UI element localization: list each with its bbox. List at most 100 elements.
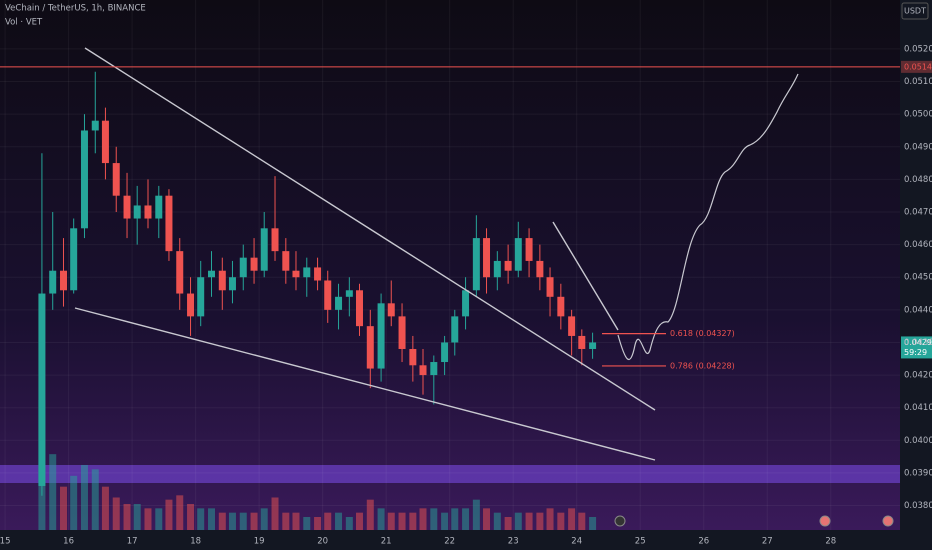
candle-body bbox=[514, 238, 522, 271]
x-tick-label: 18 bbox=[190, 537, 201, 547]
volume-bar bbox=[355, 512, 363, 530]
candle-body bbox=[430, 362, 438, 376]
volume-bar bbox=[377, 508, 385, 530]
price-axis-panel bbox=[900, 0, 932, 550]
volume-bar bbox=[366, 499, 374, 530]
volume-bar bbox=[292, 512, 300, 530]
candle-body bbox=[80, 130, 88, 229]
volume-bar bbox=[335, 512, 343, 530]
price-line-tag bbox=[901, 60, 932, 73]
volume-bar bbox=[49, 454, 57, 530]
candle-body bbox=[303, 267, 311, 278]
event-icon[interactable] bbox=[882, 515, 894, 527]
x-tick-label: 17 bbox=[127, 537, 138, 547]
volume-bar bbox=[239, 512, 247, 530]
support-zone bbox=[0, 465, 900, 483]
candle-body bbox=[101, 120, 109, 164]
x-tick-label: 28 bbox=[825, 537, 836, 547]
volume-bar bbox=[303, 517, 311, 530]
volume-bar bbox=[578, 512, 586, 530]
x-tick-label: 16 bbox=[63, 537, 74, 547]
currency-button[interactable] bbox=[901, 2, 929, 20]
volume-bar bbox=[536, 512, 544, 530]
x-tick-label: 27 bbox=[762, 537, 773, 547]
volume-bar bbox=[419, 508, 427, 530]
volume-bar bbox=[271, 497, 279, 530]
projection-path bbox=[617, 73, 799, 361]
last-price-tag bbox=[901, 336, 932, 359]
volume-bar bbox=[546, 508, 554, 530]
fib-label: 0.786 (0.04228) bbox=[670, 361, 735, 370]
annotations: 0.05145 0.0429759:29 0.618 (0.04327) 0.786 … bbox=[0, 60, 932, 370]
x-tick-label: 19 bbox=[254, 537, 265, 547]
volume-bar bbox=[472, 499, 480, 530]
candle-body bbox=[250, 257, 258, 271]
candle-body bbox=[133, 205, 141, 219]
candle-body bbox=[112, 163, 120, 196]
time-axis-panel bbox=[0, 530, 900, 550]
candle-body bbox=[208, 270, 216, 278]
candle-body bbox=[60, 270, 68, 291]
candle-body bbox=[546, 277, 554, 297]
candle-body bbox=[377, 303, 385, 369]
event-icon[interactable] bbox=[819, 515, 831, 527]
candle-body bbox=[218, 270, 226, 291]
volume-bar bbox=[324, 512, 332, 530]
candle-body bbox=[398, 316, 406, 349]
volume-bar bbox=[557, 512, 565, 530]
candle-body bbox=[483, 238, 491, 278]
volume-bar bbox=[112, 497, 120, 530]
currency[interactable]: USDT bbox=[904, 7, 926, 16]
volume-bar bbox=[60, 486, 68, 530]
candle-body bbox=[144, 205, 152, 219]
volume-bar bbox=[483, 508, 491, 530]
minor-trendline bbox=[552, 221, 619, 331]
candle-body bbox=[239, 257, 247, 278]
event-icon[interactable] bbox=[614, 515, 626, 527]
volume-bar bbox=[155, 508, 163, 530]
candle-body bbox=[525, 238, 533, 261]
volume-bar bbox=[493, 512, 501, 530]
volume-bar bbox=[441, 512, 449, 530]
volume-bar bbox=[525, 512, 533, 530]
candle-body bbox=[260, 228, 268, 271]
candle-body bbox=[49, 270, 57, 294]
candles bbox=[38, 71, 597, 496]
volume-label: Vol · VET bbox=[5, 18, 43, 28]
lower-trendline bbox=[74, 307, 656, 461]
x-tick-label: 20 bbox=[317, 537, 328, 547]
x-tick-label: 26 bbox=[698, 537, 709, 547]
x-tick-label: 21 bbox=[381, 537, 392, 547]
x-tick-label: 24 bbox=[571, 537, 582, 547]
x-tick-label: 25 bbox=[635, 537, 646, 547]
candle-body bbox=[38, 293, 46, 486]
volume-bar bbox=[250, 512, 258, 530]
candle-body bbox=[387, 303, 395, 317]
volume-bar bbox=[218, 512, 226, 530]
x-tick-label: 15 bbox=[0, 537, 10, 547]
volume-bar bbox=[123, 504, 131, 530]
candle-body bbox=[568, 316, 576, 336]
volume-bar bbox=[197, 508, 205, 530]
candle-body bbox=[165, 195, 173, 252]
candle-body bbox=[292, 270, 300, 278]
x-tick-label: 23 bbox=[508, 537, 519, 547]
volume-bar bbox=[462, 508, 470, 530]
volume-bar bbox=[504, 517, 512, 530]
candle-body bbox=[462, 290, 470, 317]
chart-title: VeChain / TetherUS, 1h, BINANCE bbox=[5, 4, 146, 14]
volume-bar bbox=[144, 508, 152, 530]
candle-body bbox=[324, 280, 332, 310]
